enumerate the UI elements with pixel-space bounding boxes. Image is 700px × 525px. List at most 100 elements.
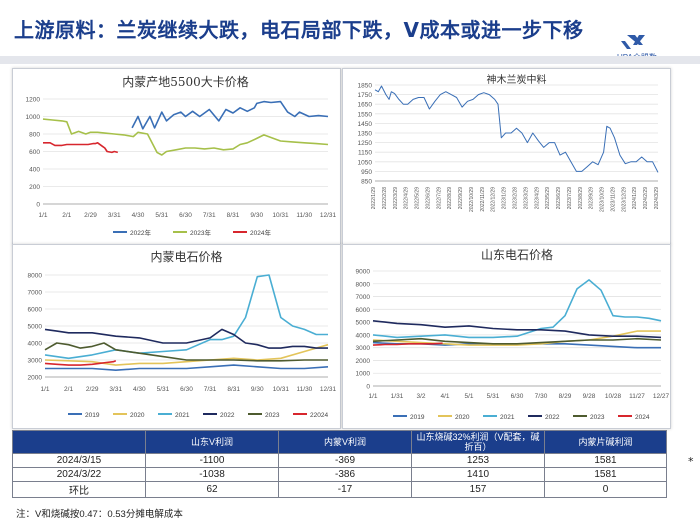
- x-tick-label: 1/1: [40, 386, 49, 393]
- series-line: [131, 100, 329, 130]
- x-tick-label: 8/29: [559, 393, 572, 400]
- series-line: [44, 343, 329, 366]
- y-tick-label: 1250: [358, 140, 373, 147]
- table-cell: 1581: [544, 453, 667, 468]
- y-tick-label: 2000: [28, 375, 43, 382]
- x-tick-label: 1/31: [391, 393, 404, 400]
- x-tick-label: 2022/1/29: [371, 187, 377, 209]
- y-tick-label: 200: [29, 184, 40, 191]
- nm-carbide-chart: 内蒙电石价格 2000 3000 4000 5000 6000 7000 8000 1/1 2/1…: [28, 249, 337, 419]
- header-rule: [0, 56, 700, 64]
- x-tick-label: 9/30: [250, 212, 263, 219]
- series-line: [374, 85, 659, 173]
- x-tick-label: 2022/6/29: [425, 187, 431, 209]
- legend-label: 2021: [500, 414, 515, 421]
- legend-label: 2021: [175, 412, 190, 419]
- asterisk-mark: *: [688, 455, 694, 468]
- table-header-row: 山东V利润 内蒙V利润 山东烧碱32%利润（V配套，碱折百） 内蒙片碱利润: [12, 430, 667, 454]
- x-tick-label: 5/31: [155, 212, 168, 219]
- table-cell: -369: [278, 453, 412, 468]
- x-tick-label: 4/1: [440, 393, 449, 400]
- lantan-price-chart: 神木兰炭中料 850 950 1050 1150 1250 1350 1450 1550 1650…: [358, 73, 660, 212]
- table-header-cell: [12, 430, 146, 454]
- series-line: [42, 118, 329, 156]
- x-tick-label: 8/31: [227, 212, 240, 219]
- x-tick-label: 12/27: [653, 393, 670, 400]
- legend-label: 22024: [310, 412, 328, 419]
- table-cell: 62: [145, 481, 279, 498]
- x-tick-label: 6/30: [179, 212, 192, 219]
- y-tick-label: 6000: [28, 307, 43, 314]
- x-tick-label: 2022/9/29: [458, 187, 464, 209]
- legend-label: 2023年: [190, 228, 211, 237]
- table-cell: 2024/3/22: [12, 467, 146, 482]
- table-cell: 1253: [411, 453, 545, 468]
- x-tick-label: 2022/7/29: [436, 187, 442, 209]
- legend-label: 2020: [130, 412, 145, 419]
- y-tick-label: 800: [29, 132, 40, 139]
- x-tick-label: 2023/10/29: [600, 187, 606, 212]
- y-tick-label: 1350: [358, 131, 373, 138]
- y-tick-label: 1150: [358, 150, 372, 157]
- chart-title: 内蒙电石价格: [150, 249, 222, 264]
- x-tick-label: 2022/10/29: [469, 187, 475, 212]
- table-cell: -17: [278, 481, 412, 498]
- y-tick-label: 0: [366, 384, 370, 391]
- table-cell: 1581: [544, 467, 667, 482]
- x-tick-label: 3/31: [108, 212, 121, 219]
- series-line: [44, 342, 328, 362]
- x-tick-label: 6/30: [511, 393, 524, 400]
- footnote: 注：V和烧碱按0.47：0.53分摊电解成本: [16, 509, 183, 520]
- series-line: [43, 142, 118, 154]
- x-tick-label: 9/30: [251, 386, 264, 393]
- x-tick-label: 7/31: [204, 386, 217, 393]
- logo-mark-3: [621, 41, 631, 49]
- series-line: [44, 360, 117, 366]
- y-tick-label: 600: [29, 149, 40, 156]
- x-tick-label: 2023/3/29: [523, 187, 529, 209]
- x-tick-label: 10/31: [273, 386, 290, 393]
- chart-panel-lantan: 神木兰炭中料 850 950 1050 1150 1250 1350 1450 1550 1650…: [342, 68, 671, 245]
- y-tick-label: 1650: [358, 102, 373, 109]
- y-tick-label: 5000: [356, 320, 371, 327]
- x-tick-label: 7/31: [203, 212, 216, 219]
- x-tick-label: 2023/7/29: [567, 187, 573, 209]
- x-tick-label: 5/31: [487, 393, 500, 400]
- x-tick-label: 11/30: [297, 386, 313, 393]
- y-tick-label: 1850: [358, 83, 373, 90]
- x-tick-label: 2023/12/29: [621, 187, 627, 212]
- table-row: 2024/3/22 -1038 -386 1410 1581: [12, 467, 667, 482]
- legend-label: 2019: [85, 412, 100, 419]
- x-tick-label: 5/31: [157, 386, 170, 393]
- table-header-cell: 山东V利润: [145, 430, 279, 454]
- table-cell: -1100: [145, 453, 279, 468]
- x-tick-label: 2023/4/29: [534, 187, 540, 209]
- y-tick-label: 2000: [356, 358, 371, 365]
- y-tick-label: 8000: [28, 273, 43, 280]
- x-tick-label: 2022/8/29: [447, 187, 453, 209]
- x-tick-label: 3/2: [416, 393, 425, 400]
- page-title: 上游原料：兰炭继续大跌，电石局部下跌，V成本或进一步下移: [14, 18, 584, 42]
- series-line: [45, 364, 329, 371]
- y-tick-label: 4000: [28, 341, 43, 348]
- legend-label: 2022: [220, 412, 235, 419]
- y-tick-label: 3000: [356, 345, 371, 352]
- legend-label: 2024: [635, 414, 650, 421]
- header: 上游原料：兰炭继续大跌，电石局部下跌，V成本或进一步下移 UPA众盟数: [0, 0, 700, 62]
- x-tick-label: 5/1: [464, 393, 473, 400]
- legend-label: 2019: [410, 414, 425, 421]
- y-tick-label: 7000: [28, 290, 43, 297]
- y-tick-label: 5000: [28, 324, 43, 331]
- chart-title: 内蒙产地5500大卡价格: [122, 74, 249, 89]
- table-header-cell: 山东烧碱32%利润（V配套，碱折百）: [411, 430, 545, 454]
- y-tick-label: 1550: [358, 111, 373, 118]
- x-tick-label: 10/31: [272, 212, 289, 219]
- x-tick-label: 12/31: [320, 386, 337, 393]
- y-tick-label: 9000: [356, 269, 371, 276]
- x-tick-label: 6/30: [180, 386, 193, 393]
- table-cell: 0: [544, 481, 667, 498]
- x-tick-label: 2022/11/29: [480, 187, 486, 212]
- y-tick-label: 7000: [356, 294, 371, 301]
- y-tick-label: 6000: [356, 307, 371, 314]
- x-tick-label: 12/31: [320, 212, 337, 219]
